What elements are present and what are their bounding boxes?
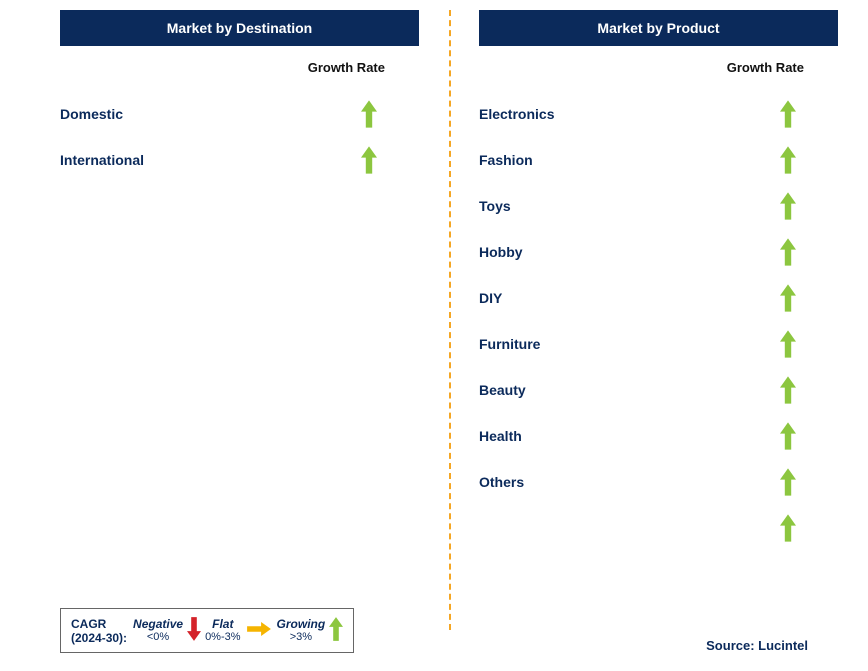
right-panel-title: Market by Product	[479, 10, 838, 46]
row-label: Others	[479, 474, 524, 490]
arrow-up-icon	[780, 98, 796, 130]
legend-item: Growing>3%	[277, 618, 326, 643]
right-subhead: Growth Rate	[479, 60, 838, 75]
legend-item-top: Growing	[277, 618, 326, 631]
arrow-up-icon	[780, 420, 796, 452]
right-panel: Market by Product Growth Rate Electronic…	[449, 10, 838, 590]
row-label: Hobby	[479, 244, 523, 260]
growth-indicator	[738, 190, 838, 222]
arrow-up-icon	[780, 512, 796, 544]
arrow-right-icon	[245, 622, 273, 636]
arrow-down-icon	[187, 615, 201, 643]
legend-items: Negative<0% Flat0%-3% Growing>3%	[133, 615, 343, 646]
legend-title-line1: CAGR	[71, 617, 127, 631]
legend-item-bot: 0%-3%	[205, 631, 240, 643]
table-row: Furniture	[479, 321, 838, 367]
arrow-up-icon	[329, 615, 343, 643]
table-row: Electronics	[479, 91, 838, 137]
arrow-up-icon	[361, 144, 377, 176]
legend-item-top: Flat	[212, 618, 233, 631]
row-label: Toys	[479, 198, 511, 214]
growth-indicator	[738, 328, 838, 360]
table-row: International	[60, 137, 419, 183]
row-label: Electronics	[479, 106, 554, 122]
legend-title: CAGR (2024-30):	[71, 617, 127, 645]
growth-indicator	[319, 98, 419, 130]
growth-indicator	[738, 466, 838, 498]
table-row: Health	[479, 413, 838, 459]
growth-indicator	[738, 144, 838, 176]
arrow-up-icon	[361, 98, 377, 130]
row-label: Fashion	[479, 152, 533, 168]
right-rows: Electronics Fashion Toys Hobby DIY Furniture B…	[479, 91, 838, 551]
growth-indicator	[738, 98, 838, 130]
legend-arrow	[245, 622, 273, 639]
table-row	[479, 505, 838, 551]
table-row: Fashion	[479, 137, 838, 183]
legend-item-bot: >3%	[290, 631, 312, 643]
columns-container: Market by Destination Growth Rate Domest…	[60, 10, 838, 590]
arrow-up-icon	[780, 144, 796, 176]
growth-indicator	[738, 282, 838, 314]
arrow-up-icon	[780, 374, 796, 406]
table-row: DIY	[479, 275, 838, 321]
legend-item-bot: <0%	[147, 631, 169, 643]
source-label: Source: Lucintel	[706, 638, 808, 653]
legend-arrow	[329, 615, 343, 646]
left-subhead: Growth Rate	[60, 60, 419, 75]
arrow-up-icon	[780, 190, 796, 222]
row-label: Health	[479, 428, 522, 444]
growth-indicator	[738, 236, 838, 268]
row-label: Beauty	[479, 382, 526, 398]
growth-indicator	[738, 374, 838, 406]
row-label: Furniture	[479, 336, 540, 352]
row-label: Domestic	[60, 106, 123, 122]
legend-item: Flat0%-3%	[205, 618, 240, 643]
legend-arrow	[187, 615, 201, 646]
arrow-up-icon	[780, 282, 796, 314]
table-row: Domestic	[60, 91, 419, 137]
row-label: International	[60, 152, 144, 168]
legend-item-top: Negative	[133, 618, 183, 631]
table-row: Beauty	[479, 367, 838, 413]
growth-indicator	[738, 512, 838, 544]
left-panel: Market by Destination Growth Rate Domest…	[60, 10, 449, 590]
legend-item: Negative<0%	[133, 618, 183, 643]
arrow-up-icon	[780, 328, 796, 360]
left-panel-title: Market by Destination	[60, 10, 419, 46]
growth-indicator	[738, 420, 838, 452]
legend-box: CAGR (2024-30): Negative<0% Flat0%-3% Grow…	[60, 608, 354, 653]
left-rows: Domestic International	[60, 91, 419, 183]
table-row: Hobby	[479, 229, 838, 275]
arrow-up-icon	[780, 466, 796, 498]
growth-indicator	[319, 144, 419, 176]
table-row: Toys	[479, 183, 838, 229]
arrow-up-icon	[780, 236, 796, 268]
legend-title-line2: (2024-30):	[71, 631, 127, 645]
table-row: Others	[479, 459, 838, 505]
row-label: DIY	[479, 290, 502, 306]
